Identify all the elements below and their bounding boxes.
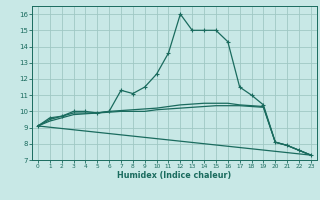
X-axis label: Humidex (Indice chaleur): Humidex (Indice chaleur) bbox=[117, 171, 232, 180]
